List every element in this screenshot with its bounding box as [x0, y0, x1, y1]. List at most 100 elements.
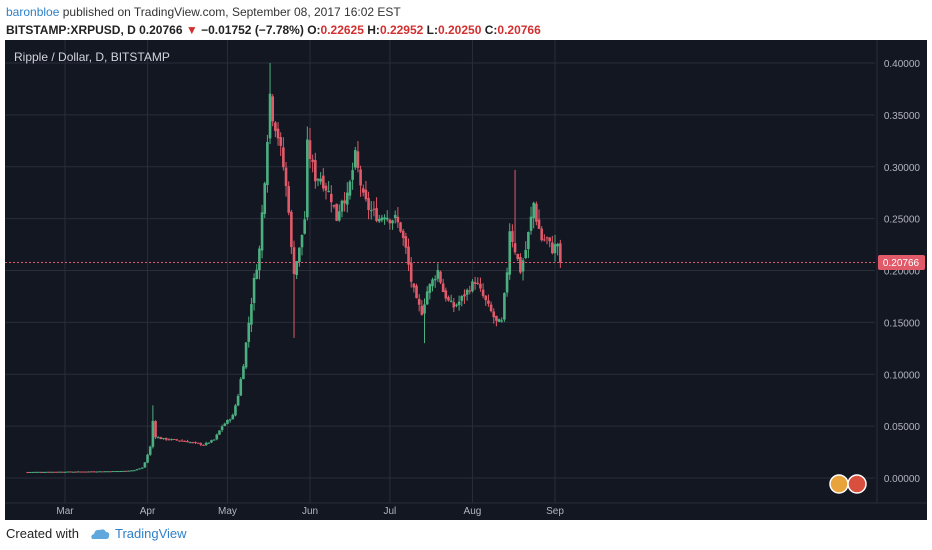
- candle: [298, 247, 301, 267]
- candle-body: [55, 471, 59, 473]
- candle: [420, 300, 424, 316]
- candle: [385, 210, 389, 222]
- candle: [479, 277, 482, 292]
- author-link[interactable]: baronbloe: [6, 5, 60, 19]
- candle: [316, 177, 320, 187]
- y-tick-label: 0.05000: [884, 422, 921, 433]
- candle: [377, 214, 381, 223]
- candle: [449, 294, 453, 303]
- candle: [452, 297, 456, 313]
- candle: [122, 470, 125, 472]
- candle-body: [210, 440, 213, 443]
- candle-body: [186, 441, 189, 443]
- candle: [476, 277, 480, 285]
- candle-body: [519, 257, 522, 273]
- candle-body: [207, 442, 211, 444]
- candle: [380, 214, 384, 223]
- candle-body: [340, 200, 344, 212]
- candle: [199, 442, 203, 447]
- candle: [82, 471, 85, 473]
- change-value: −0.01752 (−7.78%): [201, 23, 304, 37]
- candle: [396, 207, 400, 229]
- candle: [322, 167, 325, 192]
- x-tick-label: Mar: [56, 506, 74, 517]
- candle-body: [492, 311, 496, 318]
- candle: [359, 165, 362, 197]
- candle: [180, 439, 184, 442]
- candle-body: [90, 471, 93, 473]
- candle: [551, 235, 554, 255]
- candle-body: [463, 294, 466, 297]
- candle: [231, 413, 235, 420]
- candle-body: [449, 300, 453, 302]
- candle: [37, 471, 40, 473]
- candle-body: [476, 282, 480, 284]
- candle: [228, 418, 232, 423]
- y-tick-label: 0.25000: [884, 215, 921, 226]
- event-icons[interactable]: [829, 474, 867, 494]
- candle-body: [380, 217, 384, 221]
- candle-body: [228, 419, 232, 421]
- quote-line: BITSTAMP:XRPUSD, D 0.20766 ▼ −0.01752 (−…: [6, 22, 541, 38]
- candle: [167, 438, 171, 441]
- candle-body: [276, 128, 280, 139]
- candle: [191, 441, 195, 444]
- symbol-label: BITSTAMP:XRPUSD, D: [6, 23, 136, 37]
- candle: [399, 221, 402, 233]
- tradingview-link[interactable]: TradingView: [114, 526, 187, 541]
- flag-icon[interactable]: [829, 474, 849, 494]
- candle: [26, 471, 30, 473]
- candle: [340, 199, 344, 218]
- candle-body: [508, 231, 512, 275]
- candle-body: [412, 283, 416, 288]
- candle: [348, 179, 352, 200]
- candle-body: [271, 96, 275, 122]
- candle-body: [322, 175, 325, 189]
- x-tick-label: May: [218, 506, 237, 517]
- candle: [324, 182, 328, 200]
- candle-body: [420, 305, 424, 315]
- candle-body: [61, 471, 64, 473]
- candle: [61, 471, 64, 473]
- candle-body: [127, 470, 131, 472]
- candle-body: [114, 471, 117, 473]
- candle-body: [255, 269, 259, 279]
- candle: [127, 470, 131, 472]
- candle-body: [361, 188, 365, 193]
- candle-body: [143, 462, 147, 468]
- candle: [87, 471, 91, 473]
- candle-body: [298, 247, 301, 262]
- candle-body: [58, 471, 61, 473]
- candle: [529, 206, 533, 235]
- candle: [559, 239, 562, 268]
- flag-icon-alt[interactable]: [847, 474, 867, 494]
- candle: [111, 471, 115, 473]
- candle-body: [431, 279, 434, 287]
- candle: [159, 436, 163, 440]
- candle-body: [124, 470, 128, 472]
- x-axis: Mar Apr May Jun Jul Aug Sep: [56, 506, 564, 517]
- candle: [39, 471, 43, 473]
- candle: [553, 234, 557, 262]
- candle-body: [484, 295, 488, 301]
- candles: [26, 63, 562, 473]
- candle-body: [479, 283, 482, 289]
- candle-body: [332, 204, 336, 207]
- candle: [103, 471, 107, 473]
- x-tick-label: Jul: [383, 506, 396, 517]
- candle-body: [314, 160, 317, 182]
- candle: [284, 162, 288, 197]
- price-chart[interactable]: 0.40000 0.35000 0.30000 0.25000 0.20000 0.150…: [5, 40, 927, 520]
- candle-body: [290, 211, 293, 248]
- candle-body: [111, 471, 115, 473]
- low-label: L:: [426, 23, 438, 37]
- candle-body: [399, 222, 402, 232]
- candle: [242, 364, 245, 380]
- candle-body: [324, 185, 328, 191]
- candle-body: [154, 421, 157, 438]
- candle: [431, 277, 434, 292]
- published-text: published on TradingView.com, September …: [62, 5, 401, 19]
- candle-body: [266, 141, 269, 186]
- candle: [71, 471, 75, 473]
- candle-body: [409, 263, 413, 282]
